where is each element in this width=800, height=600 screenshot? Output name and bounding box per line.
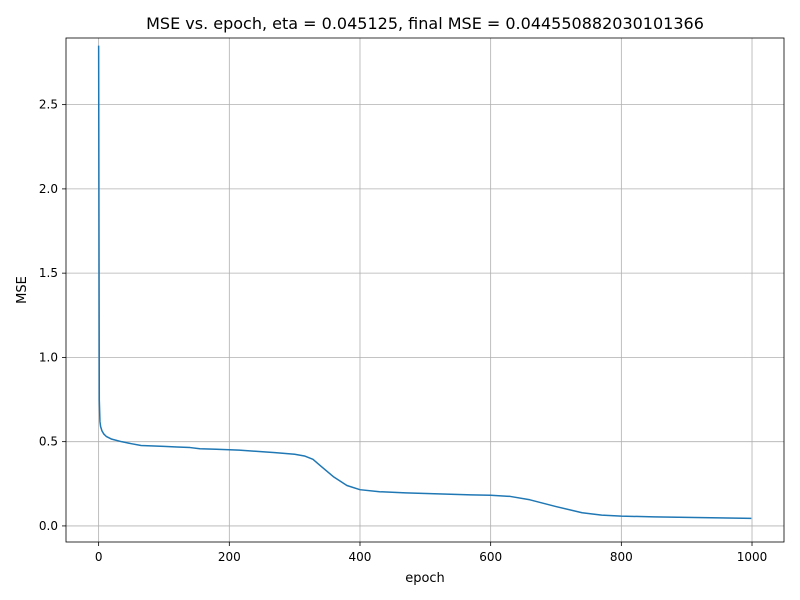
y-tick-label: 1.0 [39, 350, 58, 364]
y-tick-label: 2.5 [39, 98, 58, 112]
chart-title: MSE vs. epoch, eta = 0.045125, final MSE… [146, 14, 704, 33]
tick-layer: 0 200 400 600 800 1000 0.0 0.5 1.0 1.5 2.0 2.5 [39, 98, 767, 564]
y-tick-label: 0.0 [39, 519, 58, 533]
x-tick-label: 0 [95, 550, 103, 564]
y-tick-label: 0.5 [39, 435, 58, 449]
x-axis-label: epoch [405, 571, 445, 586]
x-tick-label: 800 [610, 550, 633, 564]
x-tick-label: 600 [479, 550, 502, 564]
grid-layer [66, 38, 784, 542]
plot-frame [65, 37, 785, 543]
series-layer [97, 45, 752, 520]
y-tick-label: 2.0 [39, 182, 58, 196]
mse-line [97, 45, 752, 520]
y-axis-label: MSE [15, 276, 30, 304]
x-tick-label: 400 [349, 550, 372, 564]
x-tick-label: 1000 [737, 550, 768, 564]
y-tick-label: 1.5 [39, 266, 58, 280]
x-tick-label: 200 [218, 550, 241, 564]
